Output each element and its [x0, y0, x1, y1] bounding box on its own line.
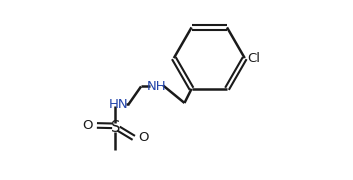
Text: NH: NH [147, 80, 167, 93]
Text: Cl: Cl [247, 52, 261, 65]
Text: O: O [138, 131, 149, 144]
Text: S: S [111, 120, 120, 135]
Text: O: O [82, 119, 92, 132]
Text: HN: HN [109, 98, 129, 111]
